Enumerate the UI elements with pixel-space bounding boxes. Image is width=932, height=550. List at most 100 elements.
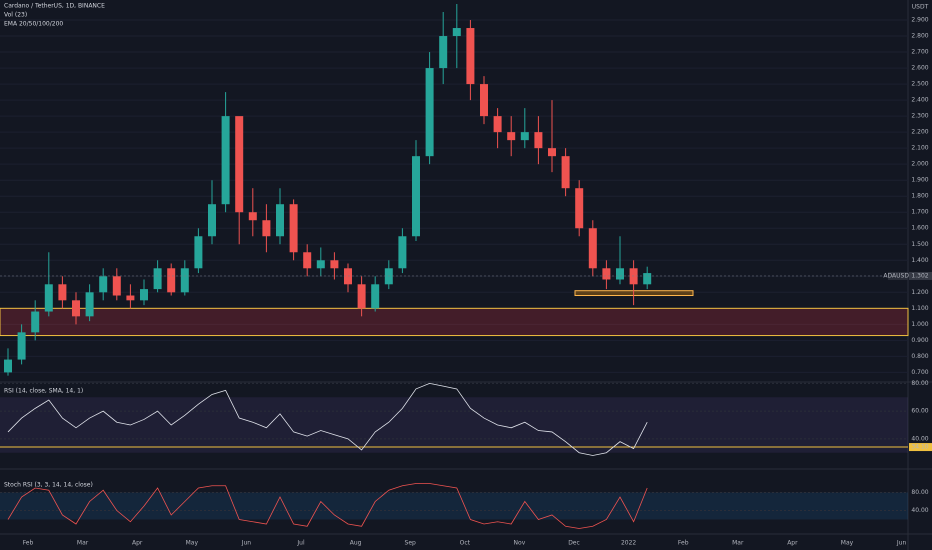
y-tick-label: 2.600	[911, 65, 928, 72]
y-tick-label: 1.000	[911, 321, 928, 328]
stoch-tick-label: 40.00	[911, 507, 928, 514]
x-tick-label: Jun	[896, 540, 907, 547]
rsi-legend: RSI (14, close, SMA, 14, 1)	[4, 388, 83, 395]
candle-body	[58, 284, 67, 301]
y-tick-label: 1.500	[911, 241, 928, 248]
y-tick-label: 1.600	[911, 225, 928, 232]
x-tick-label: Apr	[132, 540, 143, 547]
x-tick-label: Mar	[77, 540, 89, 547]
y-tick-label: 2.200	[911, 129, 928, 136]
candle-body	[493, 116, 502, 133]
candle-body	[371, 284, 380, 309]
candle-body	[507, 132, 516, 141]
y-tick-label: 2.500	[911, 81, 928, 88]
y-tick-label: 0.700	[911, 369, 928, 376]
candle-body	[412, 156, 420, 237]
candle-body	[4, 359, 12, 373]
y-tick-label: 2.400	[911, 97, 928, 104]
last-price-label: 1.302	[911, 272, 928, 279]
x-tick-label: Sep	[405, 540, 417, 547]
volume-legend: Vol (23)	[4, 12, 27, 19]
rsi-band	[0, 397, 908, 453]
candle-body	[194, 236, 203, 269]
x-tick-label: 2022	[621, 540, 636, 547]
rsi-tick-label: 80.00	[911, 380, 928, 387]
y-tick-label: 1.400	[911, 257, 928, 264]
symbol-label: ADAUSDT	[883, 272, 913, 279]
candle-body	[520, 132, 529, 141]
x-tick-label: Mar	[732, 540, 744, 547]
stoch-tick-label: 80.00	[911, 489, 928, 496]
candle-body	[303, 252, 312, 269]
candle-body	[439, 36, 448, 69]
candle-body	[180, 268, 189, 293]
x-tick-label: Oct	[460, 540, 471, 547]
x-tick-label: Feb	[678, 540, 689, 547]
y-tick-label: 1.800	[911, 193, 928, 200]
candle-body	[316, 260, 325, 269]
y-tick-label: 1.200	[911, 289, 928, 296]
candle-body	[480, 84, 488, 117]
support-zone	[0, 307, 909, 337]
stoch-legend: Stoch RSI (3, 3, 14, 14, close)	[4, 482, 93, 489]
candle-body	[575, 188, 584, 229]
candle-body	[357, 284, 366, 309]
y-tick-label: 2.100	[911, 145, 928, 152]
x-tick-label: Aug	[350, 540, 362, 547]
stoch-band	[0, 492, 908, 520]
candle-body	[248, 212, 257, 221]
rsi-tick-label: 40.00	[911, 435, 928, 442]
candle-body	[452, 28, 461, 37]
y-tick-label: 2.000	[911, 161, 928, 168]
candle-body	[425, 68, 434, 157]
y-tick-label: 1.700	[911, 209, 928, 216]
candle-body	[17, 332, 26, 360]
candle-body	[167, 268, 176, 293]
candle-body	[85, 292, 94, 317]
candle-body	[140, 289, 148, 301]
candle-body	[602, 268, 611, 280]
candle-body	[466, 28, 475, 85]
y-tick-label: 2.900	[911, 17, 928, 24]
y-tick-label: 0.900	[911, 337, 928, 344]
stoch-line	[7, 483, 648, 529]
x-tick-label: Feb	[23, 540, 34, 547]
candle-body	[221, 116, 230, 205]
x-tick-label: May	[841, 540, 854, 547]
candle-body	[398, 236, 407, 269]
x-tick-label: Nov	[514, 540, 526, 547]
candle-body	[262, 220, 271, 237]
candle-body	[643, 273, 652, 285]
price-tag	[909, 271, 932, 280]
candle-body	[208, 204, 216, 237]
y-tick-label: 1.100	[911, 305, 928, 312]
ema-legend: EMA 20/50/100/200	[4, 21, 63, 28]
y-tick-label: 2.700	[911, 49, 928, 56]
x-tick-label: May	[186, 540, 199, 547]
candle-body	[31, 311, 40, 333]
candle-body	[276, 204, 284, 237]
y-tick-label: 1.900	[911, 177, 928, 184]
chart-title: Cardano / TetherUS, 1D, BINANCE	[4, 3, 105, 10]
y-tick-label: 2.800	[911, 33, 928, 40]
x-tick-label: Apr	[787, 540, 798, 547]
currency: USDT	[912, 4, 929, 11]
candle-body	[153, 268, 162, 290]
rsi-tick-label: 60.00	[911, 408, 928, 415]
candle-body	[112, 276, 121, 296]
candle-body	[616, 268, 624, 280]
candle-body	[344, 268, 352, 285]
x-tick-label: Dec	[568, 540, 580, 547]
candle-body	[126, 295, 135, 301]
candle-body	[534, 132, 543, 149]
candle-body	[629, 268, 638, 285]
rsi-level-label: 34.10	[911, 444, 928, 451]
candle-body	[289, 204, 298, 253]
candle-body	[588, 228, 597, 269]
y-tick-label: 0.800	[911, 353, 928, 360]
candle-body	[72, 300, 80, 317]
rsi-line	[7, 382, 648, 456]
candle-body	[330, 260, 339, 269]
